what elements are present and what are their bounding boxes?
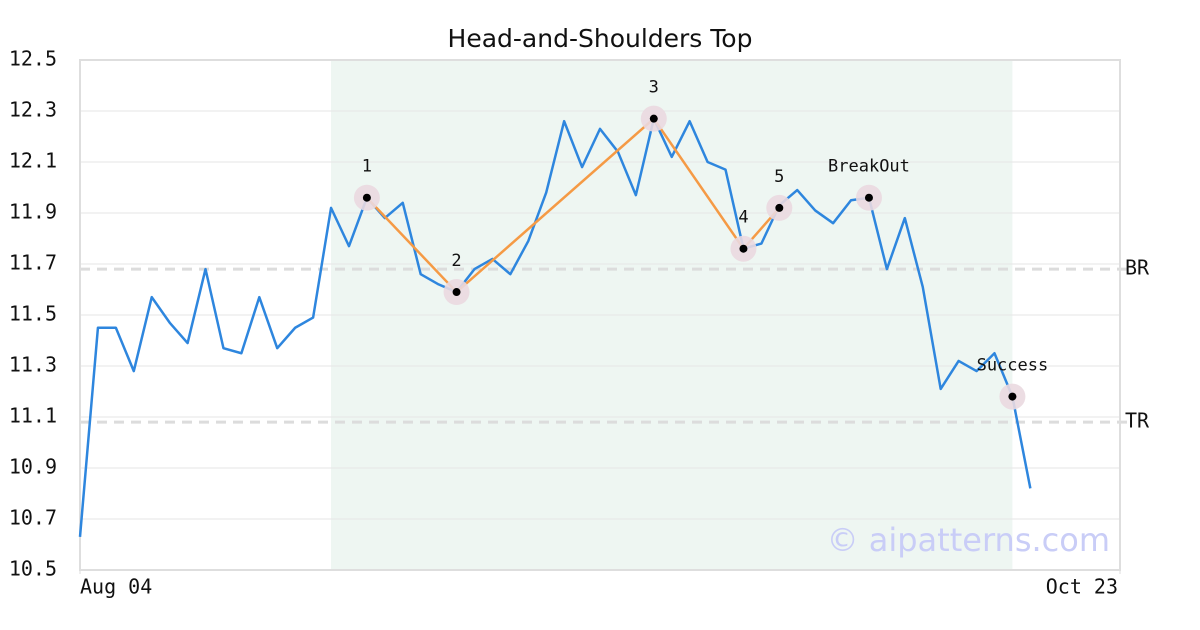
watermark: © aipatterns.com (827, 521, 1110, 559)
marker-label: 4 (738, 208, 748, 228)
marker-dot (362, 193, 371, 202)
y-tick-label: 11.7 (9, 251, 57, 275)
chart-title: Head-and-Shoulders Top (448, 24, 753, 53)
marker-dot (649, 114, 658, 123)
marker-label: 3 (649, 78, 659, 98)
reference-label: BR (1125, 256, 1150, 280)
marker-dot (775, 203, 784, 212)
marker-dot (739, 244, 748, 253)
marker-label: 5 (774, 167, 784, 187)
plot-frame (79, 59, 1121, 571)
reference-label: TR (1125, 409, 1150, 433)
marker-label: 2 (451, 251, 461, 271)
y-tick-label: 11.9 (9, 200, 57, 224)
y-tick-label: 11.1 (9, 404, 57, 428)
y-tick-label: 10.7 (9, 506, 57, 530)
marker-dot (864, 193, 873, 202)
y-tick-label: 12.5 (9, 47, 57, 71)
x-tick-label: Aug 04 (80, 575, 152, 599)
y-tick-label: 10.9 (9, 455, 57, 479)
marker-dot (452, 288, 461, 297)
marker-label: BreakOut (828, 157, 910, 177)
y-tick-label: 12.3 (9, 98, 57, 122)
y-tick-label: 10.5 (9, 557, 57, 581)
y-tick-label: 11.3 (9, 353, 57, 377)
x-tick-label: Oct 23 (1046, 575, 1118, 599)
marker-label: 1 (362, 157, 372, 177)
marker-dot (1008, 392, 1017, 401)
y-tick-label: 11.5 (9, 302, 57, 326)
marker-label: Success (977, 356, 1049, 376)
y-tick-label: 12.1 (9, 149, 57, 173)
